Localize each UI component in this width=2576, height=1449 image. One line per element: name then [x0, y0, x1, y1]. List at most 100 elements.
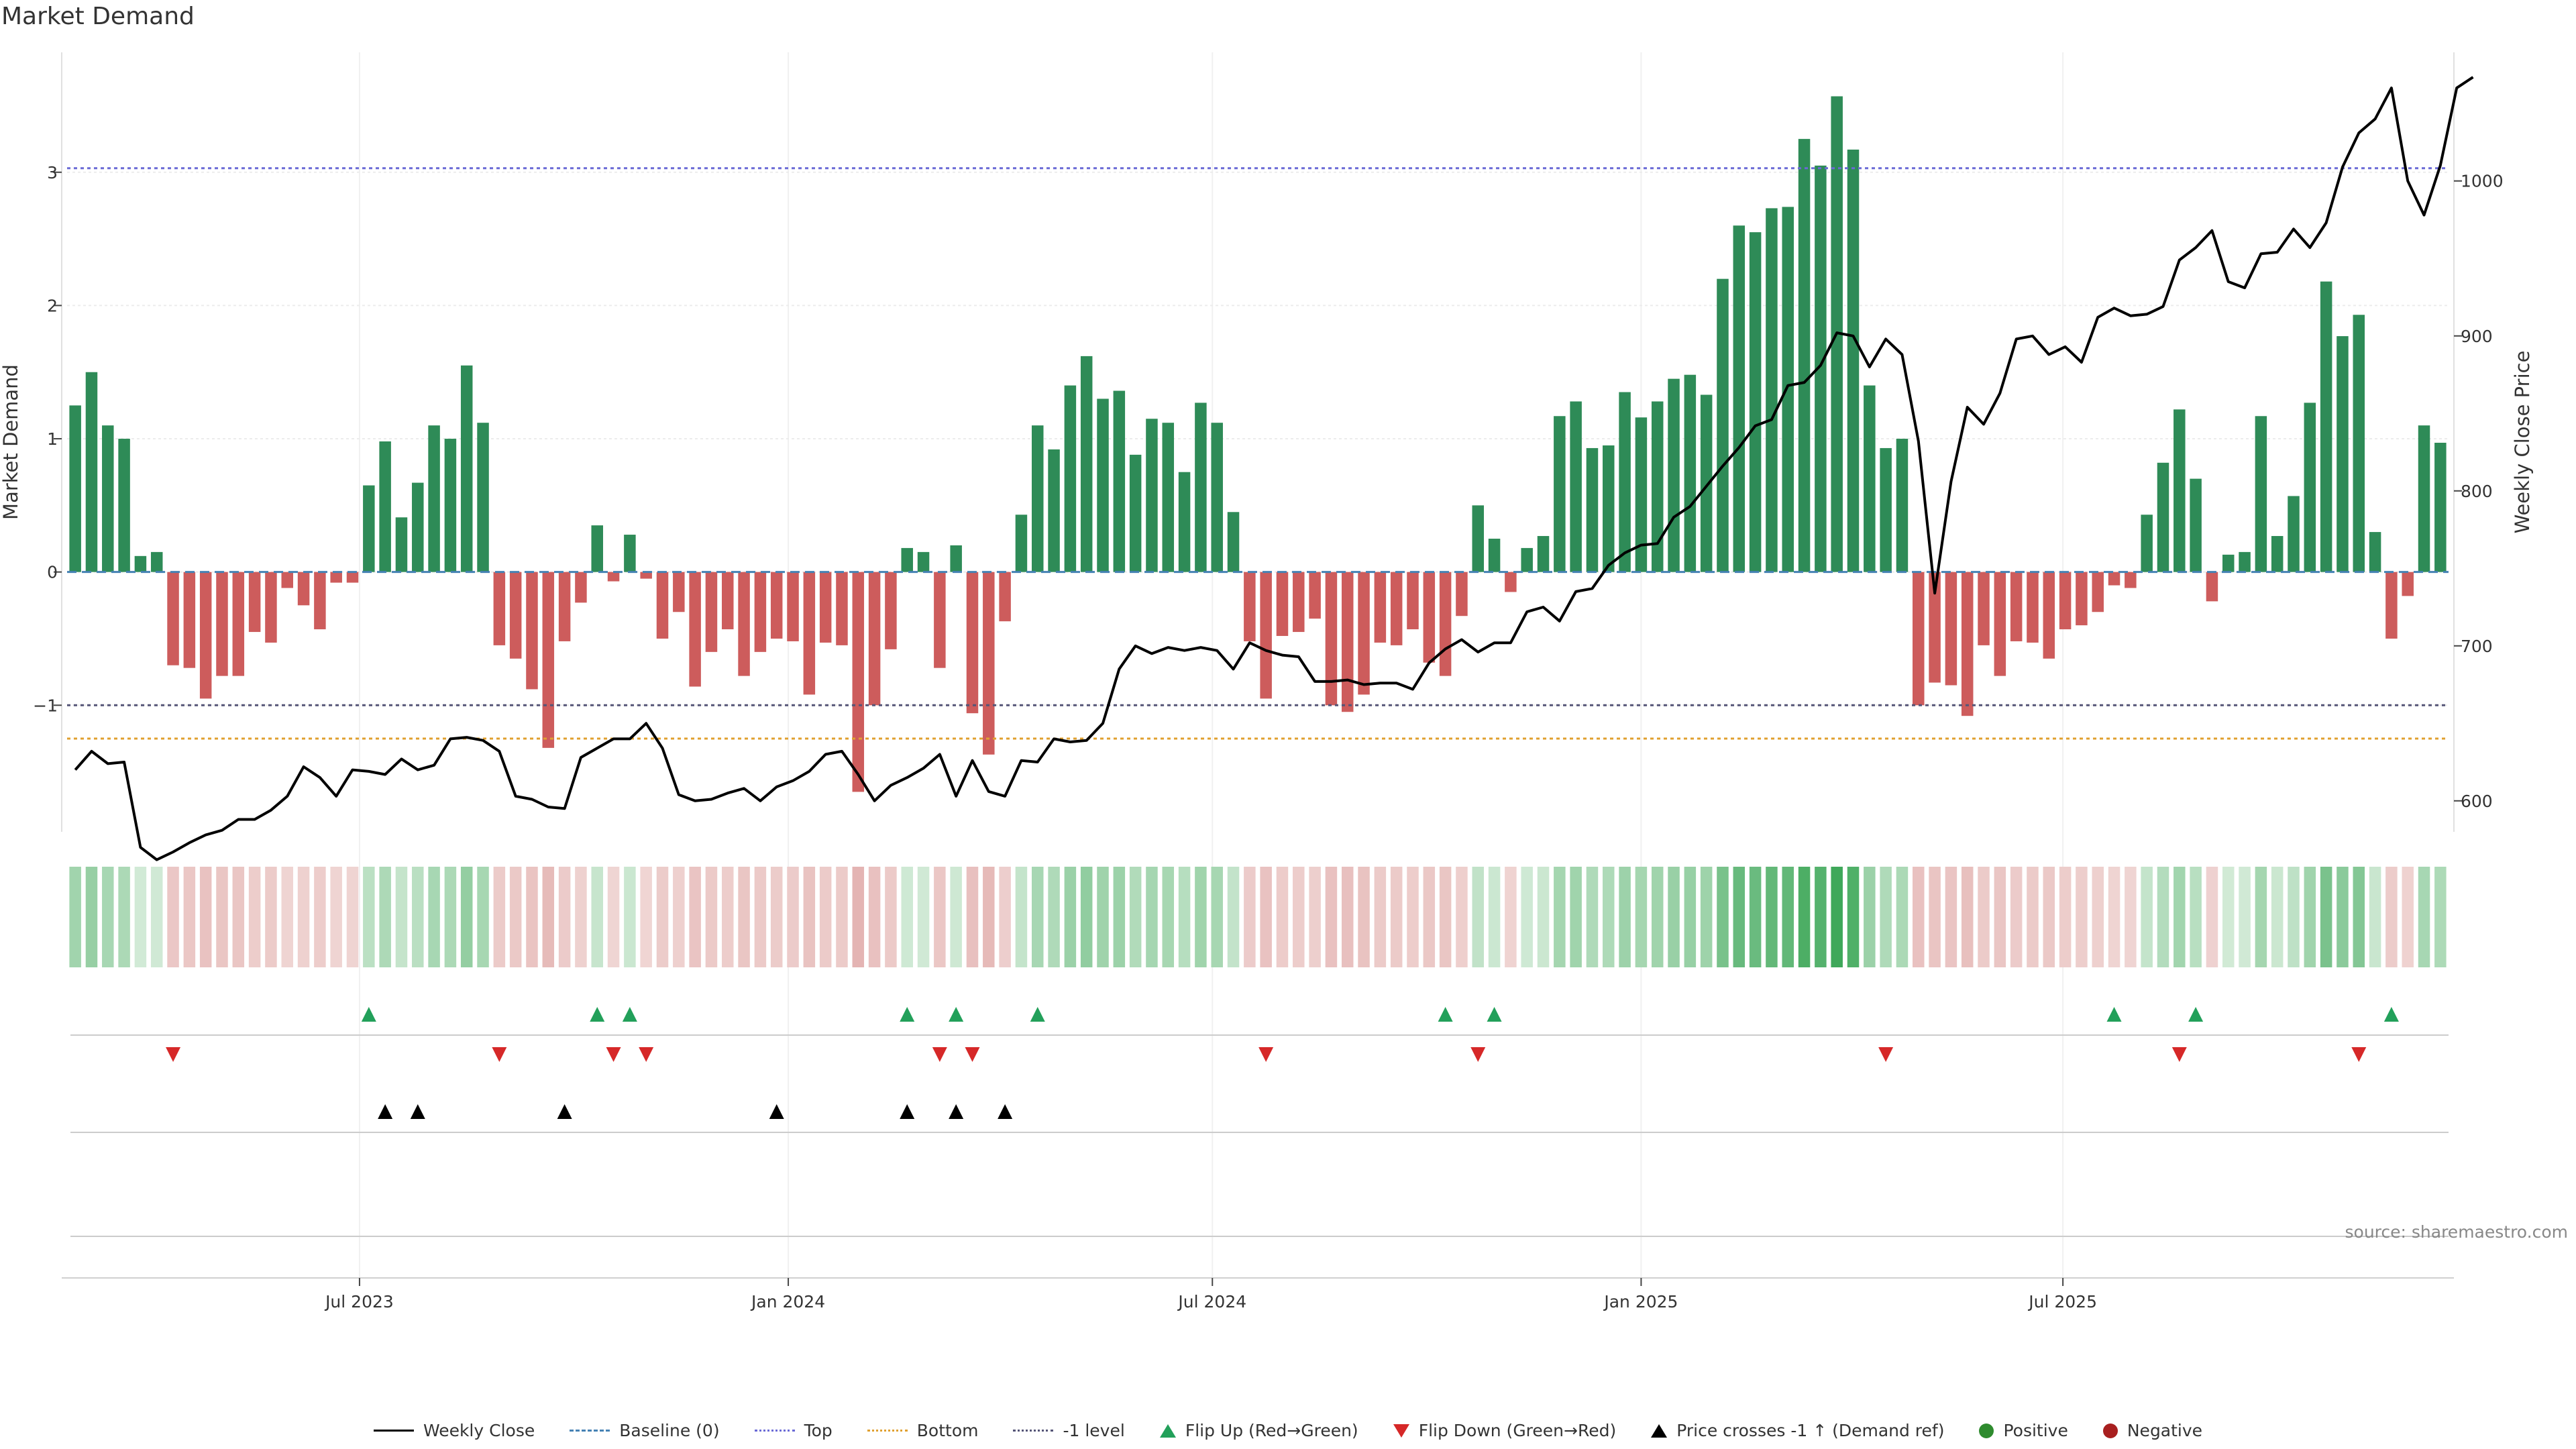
heat-cell	[836, 867, 848, 967]
triangle-down-icon	[1393, 1424, 1409, 1438]
heat-cell	[2108, 867, 2121, 967]
y-tick-label: −1	[33, 696, 58, 715]
heat-cell	[852, 867, 865, 967]
heat-cell	[575, 867, 587, 967]
legend-label: Bottom	[916, 1421, 979, 1440]
heat-cell	[1146, 867, 1158, 967]
price-cross-marker	[949, 1104, 964, 1119]
y2-tick-label: 800	[2461, 482, 2493, 501]
demand-bar	[2418, 425, 2430, 572]
heat-cell	[1913, 867, 1925, 967]
heat-cell	[1717, 867, 1729, 967]
demand-bar	[412, 482, 424, 572]
heat-cell	[2157, 867, 2169, 967]
heat-cell	[787, 867, 799, 967]
heat-cell	[1798, 867, 1811, 967]
heat-cell	[591, 867, 603, 967]
demand-bar	[1309, 572, 1321, 619]
flip-up-marker	[622, 1007, 637, 1022]
heat-cell	[950, 867, 962, 967]
demand-bar	[2255, 416, 2267, 572]
legend-item: Price crosses -1 ↑ (Demand ref)	[1651, 1421, 1944, 1440]
heat-cell	[2288, 867, 2300, 967]
legend-item: Flip Up (Red→Green)	[1159, 1421, 1358, 1440]
heat-cell	[2222, 867, 2235, 967]
demand-bar	[966, 572, 979, 714]
demand-bar	[1815, 165, 1827, 572]
demand-bar	[1374, 572, 1387, 643]
heat-cell	[2141, 867, 2153, 967]
demand-bar	[2059, 572, 2072, 630]
demand-bar	[1570, 401, 1582, 572]
triangle-up-icon	[1651, 1424, 1668, 1438]
demand-bar	[2092, 572, 2104, 612]
heat-cell	[2027, 867, 2039, 967]
heat-cell	[1668, 867, 1680, 967]
legend-label: Baseline (0)	[619, 1421, 720, 1440]
flip-up-marker	[590, 1007, 605, 1022]
demand-bar	[2141, 515, 2153, 572]
heat-cell	[444, 867, 457, 967]
heat-cell	[1766, 867, 1778, 967]
y-tick-label: 3	[47, 163, 58, 182]
heat-cell	[150, 867, 163, 967]
heat-cell	[281, 867, 294, 967]
demand-bar	[265, 572, 277, 643]
legend-label: Flip Up (Red→Green)	[1185, 1421, 1358, 1440]
demand-bar	[1896, 439, 1909, 572]
demand-bar	[934, 572, 946, 668]
demand-bar	[85, 372, 98, 572]
heat-cell	[901, 867, 913, 967]
demand-bar	[673, 572, 685, 612]
heat-cell	[1733, 867, 1746, 967]
demand-bar	[917, 551, 930, 572]
heat-cell	[1358, 867, 1370, 967]
demand-bar	[509, 572, 522, 659]
demand-bar	[901, 547, 913, 572]
demand-bar	[232, 572, 245, 676]
flip-down-marker	[639, 1047, 654, 1062]
heat-cell	[1603, 867, 1615, 967]
demand-bar	[542, 572, 555, 748]
heat-cell	[1244, 867, 1256, 967]
demand-bar	[787, 572, 799, 641]
heat-cell	[2239, 867, 2251, 967]
heat-cell	[493, 867, 506, 967]
heat-cell	[1031, 867, 1044, 967]
demand-bar	[1260, 572, 1272, 699]
heat-cell	[1195, 867, 1207, 967]
heat-cell	[1961, 867, 1974, 967]
dotted-line-icon	[754, 1430, 795, 1432]
price-cross-marker	[769, 1104, 784, 1119]
demand-bar	[330, 572, 342, 583]
flip-up-marker	[2188, 1007, 2204, 1022]
demand-bar	[885, 572, 897, 649]
heat-cell	[167, 867, 179, 967]
chart-legend: Weekly Close Baseline (0) Top Bottom -1 leve…	[0, 1421, 2576, 1440]
demand-bar	[2125, 572, 2137, 588]
demand-bar	[819, 572, 832, 643]
heat-cell	[1570, 867, 1582, 967]
heat-cell	[1929, 867, 1941, 967]
demand-bar	[1945, 572, 1957, 686]
demand-bar	[1733, 225, 1746, 572]
legend-item: Bottom	[867, 1421, 979, 1440]
heat-cell	[640, 867, 652, 967]
demand-bar	[2174, 409, 2186, 572]
demand-bar	[1015, 515, 1028, 572]
heat-cell	[2190, 867, 2202, 967]
heat-cell	[2418, 867, 2430, 967]
heat-cell	[2369, 867, 2381, 967]
heat-cell	[2385, 867, 2398, 967]
heat-cell	[216, 867, 228, 967]
heat-cell	[526, 867, 538, 967]
heat-cell	[314, 867, 326, 967]
legend-item: Negative	[2102, 1421, 2202, 1440]
heat-cell	[2010, 867, 2023, 967]
legend-label: Top	[804, 1421, 833, 1440]
heat-cell	[1080, 867, 1093, 967]
heat-cell	[624, 867, 636, 967]
demand-bar	[770, 572, 783, 639]
demand-bar	[558, 572, 571, 641]
y-axis-label: Market Demand	[0, 364, 22, 520]
